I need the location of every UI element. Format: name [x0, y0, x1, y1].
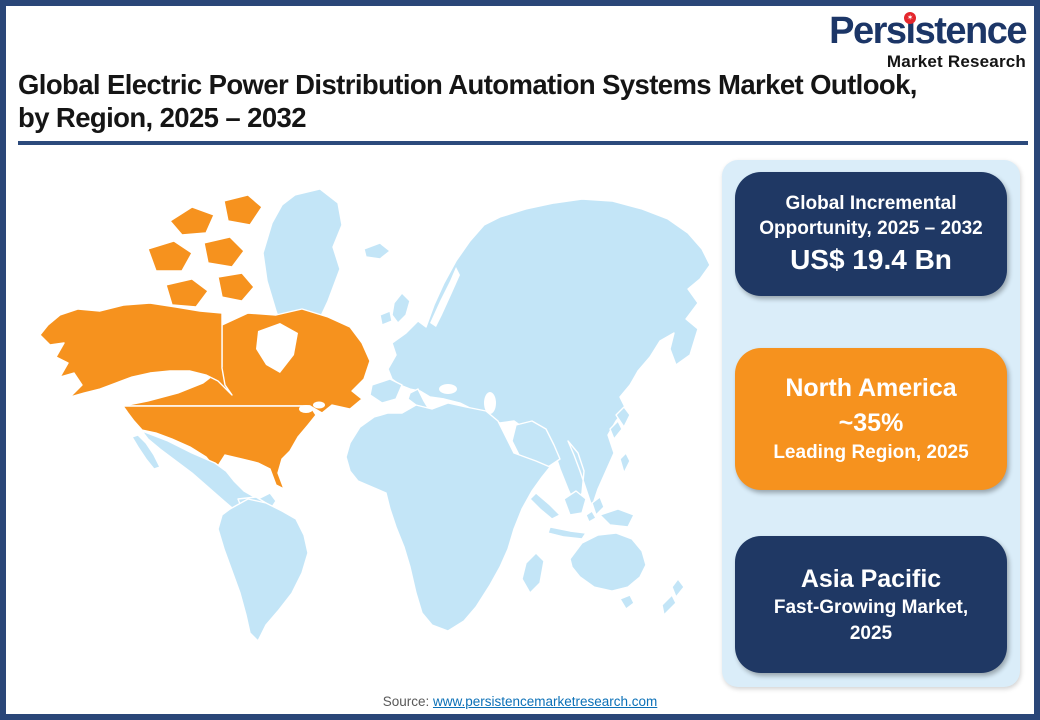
stat-card-asia-pacific: Asia Pacific Fast-Growing Market, 2025 — [735, 536, 1007, 673]
pmr-logo: Persi ✶ stence Market Research — [829, 10, 1028, 72]
baltic-sea — [430, 267, 460, 327]
black-sea — [439, 384, 457, 394]
stat-card-north-america: North America ~35% Leading Region, 2025 — [735, 348, 1007, 490]
java-island — [547, 526, 587, 540]
caspian-sea — [484, 392, 496, 414]
page-title: Global Electric Power Distribution Autom… — [18, 68, 917, 134]
asia-pacific-card-title: Asia Pacific — [800, 564, 942, 593]
canada-arctic-islands — [203, 236, 245, 268]
sri-lanka-island — [585, 510, 597, 523]
logo-part1: Pers — [829, 10, 907, 52]
stats-panel: Global Incremental Opportunity, 2025 – 2… — [722, 160, 1020, 687]
sulawesi-island — [591, 496, 605, 516]
great-lakes — [299, 405, 313, 413]
page-title-line2: by Region, 2025 – 2032 — [18, 102, 307, 133]
iberia-region — [369, 378, 403, 404]
global-card-line2: Opportunity, 2025 – 2032 — [759, 218, 983, 240]
japan-islands — [609, 420, 623, 440]
source-label: Source: — [382, 694, 433, 709]
alaska-region — [39, 302, 233, 398]
new-guinea-island — [599, 508, 635, 528]
baja-california — [131, 434, 161, 470]
canada-region — [122, 308, 371, 414]
source-line: Source: www.persistencemarketresearch.co… — [6, 694, 1034, 709]
borneo-island — [563, 490, 587, 516]
north-america-card-caption: Leading Region, 2025 — [773, 442, 969, 464]
logo-part2: stence — [914, 10, 1028, 52]
great-lakes — [313, 401, 325, 409]
global-card-line1: Global Incremental — [785, 193, 957, 215]
canada-arctic-islands — [165, 278, 209, 308]
great-lakes — [326, 407, 336, 413]
australia-region — [569, 532, 647, 592]
title-underline — [18, 141, 1028, 145]
logo-subtitle: Market Research — [886, 51, 1026, 71]
world-map — [39, 188, 711, 642]
canada-arctic-islands — [169, 206, 215, 236]
africa-region — [345, 402, 551, 632]
asia-pacific-card-caption1: Fast-Growing Market, — [773, 597, 969, 619]
new-zealand-islands — [671, 578, 685, 598]
source-link[interactable]: www.persistencemarketresearch.com — [432, 694, 658, 709]
philippines-islands — [619, 452, 631, 474]
logo-letter-i: i ✶ — [904, 10, 917, 52]
north-america-card-value: ~35% — [838, 409, 904, 438]
japan-islands — [615, 406, 631, 428]
sumatra-island — [529, 492, 561, 520]
eurasia-region — [387, 198, 711, 508]
canada-arctic-islands — [217, 272, 255, 302]
ireland-island — [379, 310, 393, 326]
madagascar-island — [521, 552, 545, 594]
uk-island — [391, 292, 411, 324]
usa-region — [122, 405, 317, 490]
canada-arctic-islands — [223, 194, 263, 226]
iceland-island — [363, 242, 391, 260]
hudson-bay — [256, 323, 298, 373]
new-zealand-islands — [661, 594, 677, 616]
canada-arctic-islands — [147, 240, 193, 272]
asia-pacific-card-caption2: 2025 — [849, 622, 893, 644]
tasmania-island — [619, 594, 635, 610]
stat-card-global-opportunity: Global Incremental Opportunity, 2025 – 2… — [735, 172, 1007, 296]
north-america-card-title: North America — [785, 373, 957, 402]
logo-wordmark: Persi ✶ stence — [829, 10, 1028, 52]
south-america-region — [217, 498, 309, 642]
logo-star-icon: ✶ — [904, 12, 917, 24]
global-card-value: US$ 19.4 Bn — [790, 244, 952, 276]
page-title-line1: Global Electric Power Distribution Autom… — [18, 69, 917, 100]
